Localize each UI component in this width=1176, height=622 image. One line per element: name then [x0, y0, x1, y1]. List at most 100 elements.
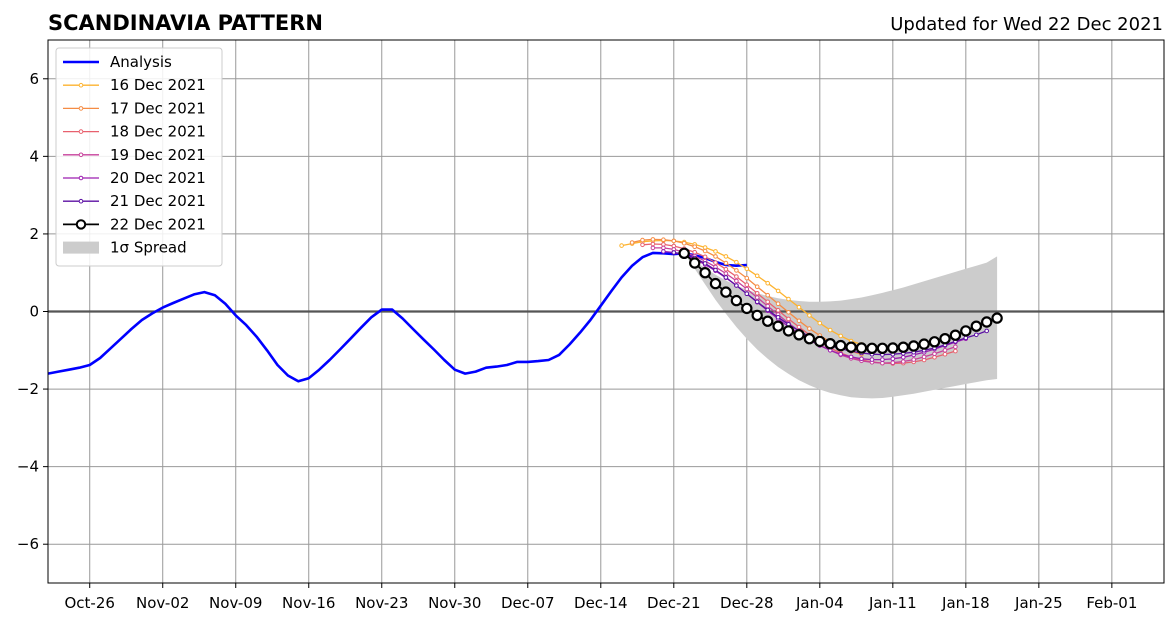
- y-tick-label: −2: [17, 380, 39, 398]
- forecast-point: [796, 304, 802, 310]
- legend-label: 1σ Spread: [110, 239, 187, 257]
- forecast-point: [838, 351, 844, 357]
- forecast-point: [765, 280, 771, 286]
- x-tick-label: Jan-11: [868, 594, 917, 612]
- forecast-point: [953, 348, 958, 354]
- forecast-point: [650, 245, 656, 251]
- y-tick-label: 6: [29, 70, 39, 88]
- legend-marker: [78, 82, 84, 88]
- legend-swatch: [63, 241, 99, 254]
- forecast-point: [921, 354, 927, 360]
- forecast-point: [908, 340, 920, 352]
- chart-title: SCANDINAVIA PATTERN: [48, 11, 323, 35]
- y-tick-label: 4: [29, 147, 39, 165]
- x-tick-label: Nov-16: [282, 594, 335, 612]
- forecast-point: [991, 312, 1003, 324]
- forecast-point: [754, 284, 760, 290]
- forecast-point: [984, 328, 990, 334]
- forecast-point: [775, 308, 781, 313]
- forecast-point: [866, 342, 878, 354]
- y-tick-label: 2: [29, 225, 39, 243]
- forecast-point: [838, 333, 844, 339]
- forecast-point: [786, 310, 791, 315]
- forecast-point: [807, 326, 812, 331]
- lines-layer: [47, 237, 1003, 383]
- forecast-point: [741, 302, 753, 315]
- forecast-point: [775, 301, 781, 307]
- forecast-point: [880, 357, 885, 362]
- x-tick-label: Dec-21: [647, 594, 701, 612]
- forecast-point: [772, 320, 784, 332]
- forecast-point: [835, 339, 847, 352]
- forecast-point: [901, 359, 906, 364]
- forecast-point: [960, 325, 972, 337]
- forecast-point: [744, 282, 750, 288]
- forecast-point: [640, 237, 645, 243]
- forecast-point: [723, 266, 729, 272]
- forecast-point: [689, 257, 701, 269]
- forecast-point: [640, 242, 645, 248]
- x-tick-label: Nov-09: [209, 594, 262, 612]
- forecast-point: [796, 324, 802, 330]
- forecast-point: [713, 249, 718, 254]
- forecast-point: [901, 355, 906, 360]
- legend-label: 19 Dec 2021: [110, 146, 206, 164]
- forecast-point: [723, 260, 729, 266]
- forecast-point: [911, 357, 917, 362]
- forecast-point: [942, 351, 948, 357]
- forecast-point: [692, 249, 698, 255]
- forecast-point: [744, 286, 750, 292]
- forecast-point: [981, 316, 993, 328]
- forecast-point: [671, 250, 677, 255]
- forecast-point: [713, 260, 718, 265]
- forecast-point: [734, 283, 739, 288]
- forecast-point: [744, 275, 750, 281]
- legend-label: 21 Dec 2021: [110, 192, 206, 210]
- forecast-point: [845, 341, 857, 353]
- forecast-point: [803, 333, 816, 345]
- plot-frame: [47, 39, 1165, 584]
- x-tick-label: Oct-26: [65, 594, 115, 612]
- forecast-point: [661, 249, 666, 254]
- forecast-point: [814, 335, 826, 348]
- legend-marker: [78, 129, 84, 134]
- x-tick-label: Nov-23: [355, 594, 408, 612]
- forecast-point: [824, 338, 836, 350]
- forecast-point: [890, 356, 896, 362]
- forecast-point: [932, 351, 937, 357]
- forecast-point: [661, 237, 666, 242]
- legend-label: 20 Dec 2021: [110, 169, 206, 187]
- y-tick-label: 0: [29, 303, 39, 321]
- spread-band: [684, 253, 998, 399]
- forecast-point: [702, 261, 708, 266]
- x-tick-label: Feb-01: [1086, 594, 1137, 612]
- x-axis: Oct-26 Nov-02 Nov-09 Nov-16 Nov-23 Nov-30 Dec-…: [65, 583, 1137, 612]
- forecast-point: [876, 342, 889, 354]
- forecast-point: [855, 342, 868, 354]
- forecast-point: [751, 309, 763, 322]
- forecast-point: [869, 357, 875, 362]
- forecast-point: [890, 360, 896, 366]
- forecast-point: [723, 254, 729, 259]
- forecast-point: [699, 267, 711, 279]
- forecast-point: [744, 291, 750, 297]
- forecast-point: [650, 241, 656, 247]
- forecast-point: [619, 243, 624, 248]
- legend: Analysis 16 Dec 2021 17 Dec 2021 18 Dec 202…: [55, 47, 223, 267]
- legend-box: [55, 47, 223, 267]
- forecast-point: [762, 315, 774, 327]
- forecast-point: [713, 254, 718, 259]
- forecast-point: [692, 244, 698, 249]
- forecast-point: [928, 336, 941, 348]
- forecast-point: [859, 356, 864, 362]
- forecast-point: [765, 292, 771, 298]
- forecast-point: [702, 248, 708, 254]
- forecast-point: [786, 296, 791, 302]
- forecast-point: [974, 332, 979, 338]
- x-tick-label: Dec-07: [501, 594, 555, 612]
- y-axis: 6 4 2 0 −2 −4 −6: [17, 70, 48, 553]
- x-tick-label: Nov-02: [136, 594, 189, 612]
- forecast-point: [939, 333, 951, 345]
- forecast-point: [793, 329, 805, 341]
- forecast-point: [723, 275, 729, 280]
